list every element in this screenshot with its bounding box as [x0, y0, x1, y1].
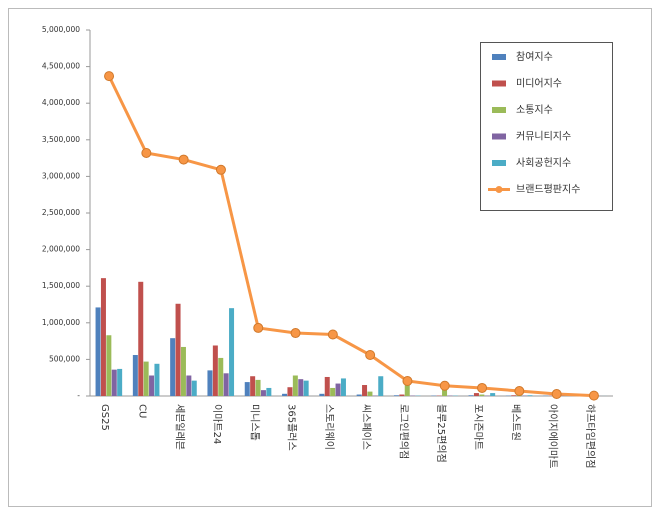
- bar: [218, 358, 223, 396]
- bar: [213, 345, 218, 396]
- line-marker: [179, 155, 188, 164]
- bar: [256, 380, 261, 396]
- bar: [229, 308, 234, 396]
- bar: [287, 387, 292, 396]
- bar: [149, 376, 154, 396]
- bar: [490, 393, 495, 396]
- legend-swatch: [492, 160, 506, 166]
- y-tick-label: 3,500,000: [42, 135, 80, 144]
- bar: [357, 395, 362, 396]
- y-tick-label: 1,500,000: [42, 281, 80, 290]
- bar: [330, 388, 335, 396]
- bar: [378, 376, 383, 396]
- bar: [479, 395, 484, 396]
- bar: [304, 381, 309, 396]
- y-tick-label: 4,500,000: [42, 62, 80, 71]
- x-tick-label: 스토리웨이: [323, 404, 335, 450]
- y-tick-label: 1,000,000: [42, 318, 80, 327]
- x-tick-label: 베스트원: [509, 404, 521, 441]
- line-marker: [142, 148, 151, 157]
- line-marker: [366, 351, 375, 360]
- bar: [474, 393, 479, 396]
- bar: [144, 362, 149, 396]
- bar: [527, 395, 532, 396]
- legend-label: 커뮤니티지수: [516, 131, 571, 143]
- line-marker: [440, 381, 449, 390]
- bar: [293, 376, 298, 396]
- line-marker: [589, 391, 598, 400]
- legend-swatch: [492, 134, 506, 140]
- y-tick-label: -: [77, 391, 80, 400]
- line-marker: [478, 383, 487, 392]
- bar: [181, 347, 186, 396]
- x-tick-label: CU: [136, 404, 147, 418]
- x-tick-label: 하프타임편의점: [584, 404, 597, 468]
- line-marker: [328, 330, 337, 339]
- bar: [138, 282, 143, 396]
- bar: [266, 388, 271, 396]
- legend-label: 미디어지수: [516, 78, 562, 90]
- legend-swatch: [492, 107, 506, 113]
- bar: [224, 373, 229, 396]
- legend-label: 소통지수: [516, 104, 553, 116]
- bar: [319, 394, 324, 396]
- bar: [96, 307, 101, 396]
- y-tick-label: 3,000,000: [42, 171, 80, 180]
- bar: [394, 395, 399, 396]
- bar: [282, 394, 287, 396]
- bar: [112, 370, 117, 396]
- x-tick-label: 로그인편의점: [397, 404, 409, 459]
- bar: [133, 355, 138, 396]
- bar: [186, 376, 191, 396]
- bar: [367, 392, 372, 396]
- line-marker: [403, 376, 412, 385]
- line-marker: [291, 329, 300, 338]
- bar: [117, 369, 122, 396]
- line-marker: [515, 387, 524, 396]
- bar: [207, 370, 212, 396]
- x-tick-label: 아이지에이마트: [547, 404, 559, 468]
- line-marker: [254, 323, 263, 332]
- y-tick-label: 4,000,000: [42, 98, 80, 107]
- bar: [298, 379, 303, 396]
- legend-label: 사회공헌지수: [516, 157, 571, 169]
- bar: [341, 378, 346, 396]
- y-tick-label: 5,000,000: [42, 25, 80, 34]
- legend-swatch: [496, 186, 503, 193]
- bar: [399, 395, 404, 396]
- x-tick-label: 세븐일레븐: [174, 404, 186, 450]
- x-tick-label: 씨스페이스: [360, 404, 372, 450]
- bar: [106, 335, 111, 396]
- line-marker: [552, 390, 561, 399]
- bar: [245, 382, 250, 396]
- bar: [176, 304, 181, 396]
- legend-swatch: [492, 81, 506, 87]
- bar: [325, 377, 330, 396]
- bar: [250, 376, 255, 396]
- legend-label: 참여지수: [516, 51, 553, 63]
- bar: [192, 381, 197, 396]
- legend-swatch: [492, 54, 506, 60]
- bar: [336, 384, 341, 396]
- bar: [261, 390, 266, 396]
- bar: [154, 364, 159, 396]
- line-marker: [216, 165, 225, 174]
- x-tick-label: GS25: [99, 404, 110, 431]
- x-tick-label: 이마트24: [211, 404, 223, 444]
- x-tick-label: 블루25편의점: [435, 404, 447, 463]
- bar: [511, 395, 516, 396]
- y-tick-label: 2,500,000: [42, 208, 80, 217]
- x-tick-label: 미니스톱: [248, 404, 260, 441]
- bar: [362, 385, 367, 396]
- y-tick-label: 2,000,000: [42, 245, 80, 254]
- x-tick-label: 포시즌마트: [472, 404, 484, 450]
- bar: [469, 395, 474, 396]
- legend-label: 브랜드평판지수: [516, 184, 580, 196]
- bar: [101, 278, 106, 396]
- bar: [170, 338, 175, 396]
- line-marker: [105, 72, 114, 81]
- y-tick-label: 500,000: [49, 354, 80, 363]
- x-tick-label: 365플러스: [286, 404, 298, 451]
